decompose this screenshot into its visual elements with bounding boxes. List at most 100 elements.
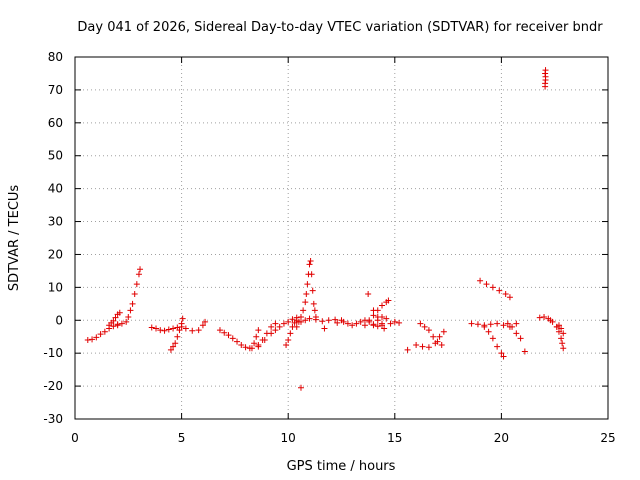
data-point-arc3-0 xyxy=(114,322,121,329)
data-point-arc16-0 xyxy=(417,320,424,327)
data-point-arc20-1 xyxy=(483,281,490,288)
x-tick-label-4: 20 xyxy=(494,431,509,445)
data-point-arc19-5 xyxy=(500,353,507,360)
data-point-arc20-4 xyxy=(502,290,509,297)
data-point-arc10-10 xyxy=(308,271,315,278)
data-point-arc18-0 xyxy=(468,320,475,327)
data-point-arc12-4 xyxy=(357,318,364,325)
data-point-arc20-5 xyxy=(506,294,513,301)
data-point-arc3-4 xyxy=(127,307,134,314)
data-point-arc8-0 xyxy=(255,343,262,350)
data-point-arc10-5 xyxy=(303,290,310,297)
data-point-arc8-3 xyxy=(268,323,275,330)
data-point-arc4-2 xyxy=(157,327,164,334)
data-point-arc19-0 xyxy=(481,323,488,330)
data-point-arc5-5 xyxy=(178,320,185,327)
data-point-arc18-1 xyxy=(474,321,481,328)
data-point-arc22-8 xyxy=(559,340,566,347)
data-point-arc6-6 xyxy=(242,344,249,351)
data-point-arc22-6 xyxy=(555,328,562,335)
data-point-arc13-0 xyxy=(361,322,368,329)
data-point-arc10-6 xyxy=(304,281,311,288)
data-point-arc3-6 xyxy=(131,290,138,297)
data-point-arc3-5 xyxy=(129,300,136,307)
data-point-arc13-1 xyxy=(366,317,373,324)
data-point-arc10-3 xyxy=(300,307,307,314)
data-point-arc1-0 xyxy=(84,337,91,344)
data-point-arc1-2 xyxy=(93,334,100,341)
data-point-arc11-5 xyxy=(325,317,332,324)
y-tick-label-7: 40 xyxy=(48,182,63,196)
data-point-arc10-11 xyxy=(309,287,316,294)
data-point-arc12-2 xyxy=(349,322,356,329)
data-point-arc14-4 xyxy=(387,320,394,327)
data-point-arc10-0 xyxy=(293,323,300,330)
x-tick-label-0: 0 xyxy=(71,431,79,445)
data-point-arc19-4 xyxy=(498,350,505,357)
data-point-arc9-1 xyxy=(285,337,292,344)
y-axis-title: SDTVAR / TECUs xyxy=(7,185,22,292)
data-point-arc4-0 xyxy=(148,324,155,331)
data-point-arc15-2 xyxy=(379,320,386,327)
data-point-arc7-6 xyxy=(280,320,287,327)
y-tick-label-11: 80 xyxy=(48,50,63,64)
data-point-arc4-1 xyxy=(153,325,160,332)
data-points xyxy=(84,67,567,391)
y-tick-label-2: -10 xyxy=(43,346,63,360)
data-point-arc14-3 xyxy=(383,315,390,322)
data-point-arc1-4 xyxy=(101,328,108,335)
data-point-arc4-8 xyxy=(182,325,189,332)
data-point-arc14-5 xyxy=(391,318,398,325)
data-point-arc17-3 xyxy=(432,340,439,347)
data-point-arc18-7 xyxy=(513,320,520,327)
data-point-arc7-8 xyxy=(289,316,296,323)
x-tick-label-3: 15 xyxy=(387,431,402,445)
data-point-arc22-1 xyxy=(541,313,548,320)
data-point-arc22-4 xyxy=(549,318,556,325)
data-point-arc3-1 xyxy=(118,320,125,327)
y-tick-label-10: 70 xyxy=(48,83,63,97)
data-point-arc13-4 xyxy=(379,302,386,309)
x-axis-title: GPS time / hours xyxy=(287,459,396,474)
y-tick-label-9: 60 xyxy=(48,116,63,130)
data-point-arc10-12 xyxy=(310,300,317,307)
data-point-arc3-7 xyxy=(133,281,140,288)
data-point-arc4-3 xyxy=(161,327,168,334)
data-point-arc6-8 xyxy=(251,340,258,347)
data-point-arc20-0 xyxy=(477,277,484,284)
data-point-arc16-1 xyxy=(421,323,428,330)
data-point-arc5-6 xyxy=(179,315,186,322)
data-point-arc11-6 xyxy=(332,316,339,323)
data-point-arc22-0 xyxy=(536,314,543,321)
data-point-arc7-0 xyxy=(248,345,255,352)
data-point-arc15-1 xyxy=(374,313,381,320)
data-point-arc1-3 xyxy=(97,331,104,338)
data-point-arc5-0 xyxy=(167,346,174,353)
x-tick-label-5: 25 xyxy=(600,431,615,445)
data-point-arc20-3 xyxy=(496,287,503,294)
data-point-arc1-1 xyxy=(89,336,96,343)
data-point-arc17-0 xyxy=(413,341,420,348)
data-point-arc4-4 xyxy=(165,326,172,333)
data-point-arc14-0 xyxy=(370,322,377,329)
data-point-arc10-13 xyxy=(311,307,318,314)
data-point-arc3-3 xyxy=(125,313,132,320)
data-point-arc4-10 xyxy=(195,327,202,334)
data-point-arc19-2 xyxy=(489,335,496,342)
y-tick-label-1: -20 xyxy=(43,379,63,393)
data-point-arc11-0 xyxy=(297,318,304,325)
y-tick-label-3: 0 xyxy=(55,313,63,327)
data-point-arc3-8 xyxy=(135,271,142,278)
data-point-arc10-9 xyxy=(307,258,314,265)
x-tick-label-1: 5 xyxy=(178,431,186,445)
data-point-arc2-3 xyxy=(112,314,119,321)
data-point-arc18-3 xyxy=(487,321,494,328)
data-point-arc6-4 xyxy=(234,338,241,345)
data-point-isolated-0 xyxy=(297,384,304,391)
data-point-arc4-5 xyxy=(170,325,177,332)
chart-title: Day 041 of 2026, Sidereal Day-to-day VTE… xyxy=(77,20,603,35)
data-point-arc5-4 xyxy=(176,327,183,334)
data-point-arc12-8 xyxy=(374,323,381,330)
data-point-arc14-6 xyxy=(396,319,403,326)
data-point-arc23-2 xyxy=(558,325,565,332)
